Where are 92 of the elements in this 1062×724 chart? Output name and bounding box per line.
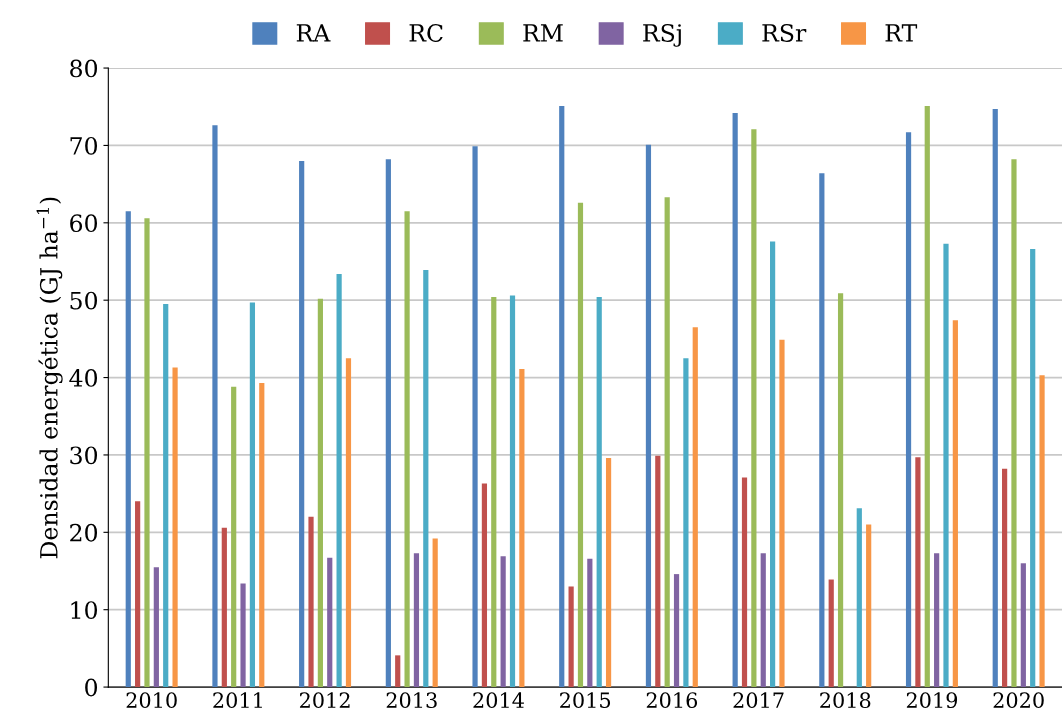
bar xyxy=(779,339,785,688)
bar xyxy=(770,241,776,688)
bar xyxy=(172,367,178,688)
bar xyxy=(327,557,333,688)
bar xyxy=(645,144,652,688)
y-tick-label: 80 xyxy=(70,59,98,78)
bar xyxy=(404,211,410,688)
y-tick-label: 40 xyxy=(69,369,98,387)
legend-label: RM xyxy=(523,24,563,42)
bar xyxy=(299,160,305,688)
bar xyxy=(828,579,834,688)
bar xyxy=(915,457,921,688)
y-tick-label: 30 xyxy=(70,446,98,465)
legend-label: RSr xyxy=(762,24,807,42)
x-tick-label: 2016 xyxy=(646,692,698,709)
bar xyxy=(385,159,391,688)
bar xyxy=(1011,159,1017,688)
x-tick-label: 2014 xyxy=(473,692,524,709)
bar xyxy=(308,516,314,688)
x-tick-label: 2011 xyxy=(213,692,262,709)
bar xyxy=(231,386,237,688)
bar xyxy=(577,202,584,688)
bar xyxy=(153,567,159,688)
bar xyxy=(559,105,565,688)
legend-label: RSj xyxy=(643,24,681,47)
legend-label: RC xyxy=(409,24,443,42)
y-tick-label: 20 xyxy=(70,523,98,542)
bar xyxy=(692,327,698,688)
x-tick-label: 2015 xyxy=(560,692,611,709)
bar xyxy=(664,197,670,688)
x-tick-label: 2012 xyxy=(299,692,350,709)
bar xyxy=(472,146,478,688)
bar xyxy=(135,501,141,688)
bar xyxy=(519,369,525,688)
bar xyxy=(673,574,680,688)
bar xyxy=(1020,563,1026,688)
x-tick-label: 2010 xyxy=(126,692,177,709)
bar xyxy=(596,297,602,688)
bar xyxy=(259,382,265,688)
bar xyxy=(395,655,401,688)
legend-label: RT xyxy=(885,24,918,42)
x-tick-label: 2013 xyxy=(386,692,437,709)
bar xyxy=(760,553,766,688)
bar xyxy=(819,173,825,688)
bar xyxy=(605,458,612,688)
bar xyxy=(683,358,689,688)
bar xyxy=(741,477,748,688)
y-tick-label: 60 xyxy=(70,214,98,233)
y-tick-label: 0 xyxy=(85,678,98,697)
bar xyxy=(491,297,497,688)
bar xyxy=(144,218,150,688)
bar xyxy=(423,270,429,688)
bar xyxy=(1002,468,1008,688)
bar xyxy=(1030,249,1036,688)
bar xyxy=(905,132,912,688)
bar xyxy=(432,538,438,688)
y-axis-title: Densidad energética (GJ ha$^{−1}$) xyxy=(36,197,63,559)
bar xyxy=(992,109,998,688)
y-tick-label: 10 xyxy=(71,601,98,619)
legend-label: RA xyxy=(296,24,331,42)
bar xyxy=(587,558,593,688)
bar xyxy=(934,553,940,688)
bar xyxy=(509,295,516,688)
y-tick-label: 70 xyxy=(70,136,98,155)
bar xyxy=(240,583,246,688)
bar xyxy=(924,105,930,688)
bar xyxy=(413,553,420,688)
y-tick-label: 50 xyxy=(70,291,98,310)
bar xyxy=(866,524,872,688)
bar xyxy=(336,273,342,688)
bar xyxy=(249,302,256,688)
bar xyxy=(856,508,862,688)
bar xyxy=(943,243,949,688)
bar xyxy=(221,527,227,688)
bar xyxy=(481,483,488,688)
bar xyxy=(952,320,958,688)
bar xyxy=(568,586,574,688)
bar xyxy=(125,211,131,688)
bar xyxy=(1039,375,1045,688)
bar xyxy=(732,112,738,688)
bar xyxy=(751,129,757,688)
bar xyxy=(163,304,169,688)
x-tick-label: 2017 xyxy=(733,692,784,709)
x-tick-label: 2019 xyxy=(906,692,958,709)
x-tick-label: 2018 xyxy=(820,692,871,709)
bar xyxy=(345,358,352,688)
x-tick-label: 2020 xyxy=(993,692,1044,709)
bar xyxy=(500,556,506,688)
bar xyxy=(837,293,844,688)
bar xyxy=(212,125,218,688)
bar xyxy=(655,455,661,688)
bar xyxy=(317,298,323,688)
